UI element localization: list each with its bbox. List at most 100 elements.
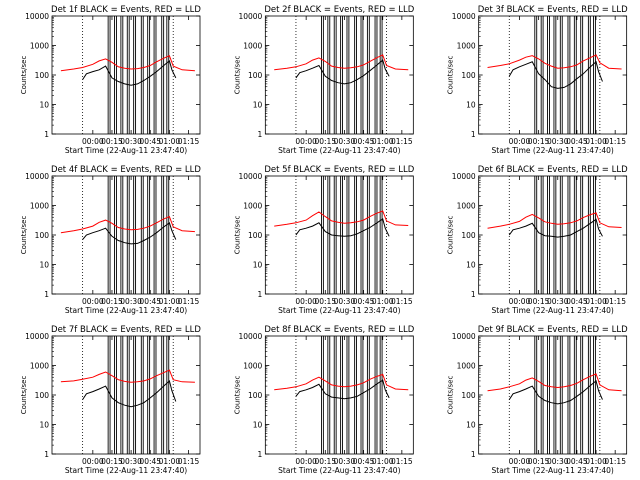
y-tick-label: 100 (35, 71, 50, 80)
y-axis-label: Counts/sec (447, 216, 455, 255)
chart-panel-7: Det 7f BLACK = Events, RED = LLD 1 10 100 10… (20, 325, 201, 475)
chart-panel-9: Det 9f BLACK = Events, RED = LLD 1 10 100 10… (447, 325, 628, 475)
x-tick-label: 00:45 (353, 137, 375, 146)
x-tick-label: 00:30 (334, 297, 356, 306)
y-axis-label: Counts/sec (20, 56, 28, 95)
y-tick-label: 1 (471, 290, 476, 299)
y-tick-label: 1000 (243, 42, 262, 51)
x-tick-label: 00:15 (528, 457, 550, 466)
y-axis-label: Counts/sec (20, 376, 28, 415)
x-tick-label: 00:15 (101, 457, 123, 466)
x-tick-label: 01:00 (372, 457, 394, 466)
y-tick-label: 1000 (30, 42, 49, 51)
x-tick-label: 01:00 (159, 457, 181, 466)
series-events (295, 218, 390, 237)
x-axis-label: Start Time (22-Aug-11 23:47:40) (278, 306, 400, 315)
y-tick-label: 10 (466, 101, 476, 110)
y-tick-label: 1000 (457, 202, 476, 211)
chart-panel-3: Det 3f BLACK = Events, RED = LLD 1 10 100 10… (447, 5, 628, 155)
x-tick-label: 00:45 (566, 297, 588, 306)
x-axis-label: Start Time (22-Aug-11 23:47:40) (491, 306, 613, 315)
y-tick-label: 10 (466, 261, 476, 270)
y-tick-label: 100 (35, 231, 50, 240)
plot-frame (51, 335, 201, 455)
x-tick-label: 00:30 (120, 137, 142, 146)
y-tick-label: 100 (461, 231, 476, 240)
y-tick-label: 10000 (25, 12, 49, 21)
series-events (82, 221, 177, 245)
x-tick-label: 00:00 (509, 137, 531, 146)
y-tick-label: 100 (248, 71, 263, 80)
y-tick-label: 10000 (452, 172, 476, 181)
series-lld (274, 210, 409, 227)
chart-title: Det 5f BLACK = Events, RED = LLD (264, 165, 414, 175)
chart-title: Det 6f BLACK = Events, RED = LLD (478, 165, 628, 175)
y-axis-label: Counts/sec (447, 56, 455, 95)
x-tick-label: 01:00 (159, 297, 181, 306)
y-tick-label: 1000 (243, 202, 262, 211)
y-tick-label: 1000 (243, 362, 262, 371)
chart-panel-8: Det 8f BLACK = Events, RED = LLD 1 10 100 10… (233, 325, 414, 475)
y-tick-label: 10 (39, 101, 49, 110)
x-axis-label: Start Time (22-Aug-11 23:47:40) (491, 466, 613, 475)
x-tick-label: 00:30 (120, 457, 142, 466)
x-tick-label: 01:15 (178, 457, 200, 466)
y-tick-label: 1000 (30, 202, 49, 211)
x-tick-label: 01:15 (391, 297, 413, 306)
x-tick-label: 01:15 (604, 457, 626, 466)
y-tick-label: 100 (461, 71, 476, 80)
series-events (295, 379, 390, 400)
y-tick-label: 10000 (25, 332, 49, 341)
x-tick-label: 00:15 (314, 297, 336, 306)
y-axis-label: Counts/sec (447, 376, 455, 415)
y-tick-label: 1 (44, 450, 49, 459)
series-events (508, 218, 603, 238)
x-tick-label: 00:30 (547, 137, 569, 146)
series-lld (60, 369, 195, 383)
plot-frame (264, 335, 414, 455)
plot-frame (51, 175, 201, 295)
x-tick-label: 00:15 (528, 137, 550, 146)
chart-panel-1: Det 1f BLACK = Events, RED = LLD 1 10 100 10… (20, 5, 201, 155)
x-axis-label: Start Time (22-Aug-11 23:47:40) (65, 146, 187, 155)
x-tick-label: 00:30 (547, 457, 569, 466)
x-axis-label: Start Time (22-Aug-11 23:47:40) (278, 466, 400, 475)
y-tick-label: 10000 (25, 172, 49, 181)
y-tick-label: 1 (258, 130, 263, 139)
series-events (508, 60, 603, 89)
series-events (82, 60, 177, 86)
x-tick-label: 01:15 (391, 457, 413, 466)
x-tick-label: 00:30 (120, 297, 142, 306)
y-tick-label: 10 (253, 101, 263, 110)
x-tick-label: 01:00 (585, 457, 607, 466)
y-tick-label: 1 (44, 130, 49, 139)
x-tick-label: 00:45 (139, 297, 161, 306)
y-tick-label: 1 (258, 450, 263, 459)
x-tick-label: 00:15 (314, 137, 336, 146)
y-tick-label: 10 (253, 421, 263, 430)
x-tick-label: 00:45 (139, 137, 161, 146)
x-tick-label: 01:00 (159, 137, 181, 146)
y-tick-label: 10 (39, 261, 49, 270)
x-axis-label: Start Time (22-Aug-11 23:47:40) (65, 306, 187, 315)
plot-frame (478, 15, 628, 135)
x-tick-label: 00:45 (566, 137, 588, 146)
y-tick-label: 100 (248, 231, 263, 240)
chart-panel-5: Det 5f BLACK = Events, RED = LLD 1 10 100 10… (233, 165, 414, 315)
y-tick-label: 10000 (452, 332, 476, 341)
y-tick-label: 1000 (30, 362, 49, 371)
plot-frame (478, 175, 628, 295)
x-tick-label: 01:15 (604, 137, 626, 146)
plot-frame (51, 15, 201, 135)
x-tick-label: 01:00 (585, 297, 607, 306)
chart-panel-6: Det 6f BLACK = Events, RED = LLD 1 10 100 10… (447, 165, 628, 315)
chart-title: Det 2f BLACK = Events, RED = LLD (264, 5, 414, 15)
chart-title: Det 7f BLACK = Events, RED = LLD (51, 325, 201, 335)
chart-panel-2: Det 2f BLACK = Events, RED = LLD 1 10 100 10… (233, 5, 414, 155)
series-lld (274, 373, 409, 391)
y-tick-label: 1000 (457, 42, 476, 51)
x-tick-label: 00:00 (295, 137, 317, 146)
x-tick-label: 00:00 (295, 457, 317, 466)
plot-frame (264, 15, 414, 135)
